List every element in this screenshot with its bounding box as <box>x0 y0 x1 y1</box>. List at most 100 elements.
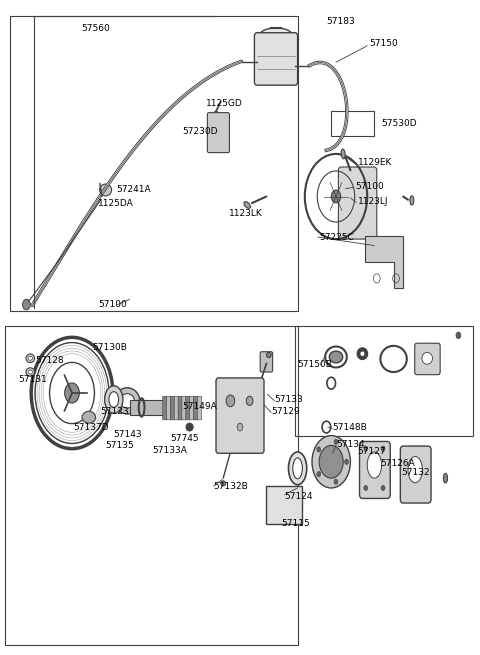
Text: 57150B: 57150B <box>298 360 333 369</box>
Ellipse shape <box>186 423 193 431</box>
Ellipse shape <box>26 368 35 376</box>
Circle shape <box>334 479 338 484</box>
Ellipse shape <box>100 184 112 196</box>
Text: 1125DA: 1125DA <box>98 198 134 208</box>
Circle shape <box>331 190 341 203</box>
Ellipse shape <box>422 352 432 364</box>
Circle shape <box>364 446 368 451</box>
Ellipse shape <box>293 458 302 479</box>
Text: 57132B: 57132B <box>214 481 248 491</box>
FancyBboxPatch shape <box>193 396 198 420</box>
Ellipse shape <box>367 452 382 478</box>
Ellipse shape <box>109 392 119 407</box>
Text: 1125GD: 1125GD <box>206 99 243 108</box>
Ellipse shape <box>357 348 368 360</box>
Text: 57183: 57183 <box>326 17 355 26</box>
Text: 57115: 57115 <box>281 519 310 529</box>
Text: 1129EK: 1129EK <box>358 158 392 167</box>
Text: 1123LJ: 1123LJ <box>358 196 388 206</box>
Circle shape <box>381 485 385 491</box>
FancyBboxPatch shape <box>130 400 166 415</box>
Ellipse shape <box>221 481 226 486</box>
FancyBboxPatch shape <box>207 113 229 153</box>
Ellipse shape <box>408 457 422 483</box>
Text: 57745: 57745 <box>170 434 199 443</box>
Ellipse shape <box>244 202 251 208</box>
FancyBboxPatch shape <box>190 396 194 420</box>
Ellipse shape <box>105 386 123 413</box>
FancyBboxPatch shape <box>400 446 431 503</box>
FancyBboxPatch shape <box>186 396 190 420</box>
Ellipse shape <box>28 370 32 374</box>
Ellipse shape <box>341 149 345 159</box>
FancyBboxPatch shape <box>167 396 171 420</box>
Circle shape <box>317 472 321 477</box>
Text: 57133: 57133 <box>275 395 303 404</box>
Polygon shape <box>365 236 403 288</box>
FancyBboxPatch shape <box>338 167 377 239</box>
Ellipse shape <box>28 356 32 360</box>
FancyBboxPatch shape <box>266 486 302 524</box>
Text: 57241A: 57241A <box>116 185 151 195</box>
FancyBboxPatch shape <box>178 396 182 420</box>
FancyBboxPatch shape <box>163 396 167 420</box>
FancyBboxPatch shape <box>254 33 298 85</box>
Circle shape <box>65 383 79 403</box>
Text: 57134: 57134 <box>336 440 365 449</box>
Circle shape <box>364 485 368 491</box>
Text: 57143: 57143 <box>114 430 143 439</box>
Circle shape <box>312 436 350 488</box>
FancyBboxPatch shape <box>260 352 273 372</box>
Circle shape <box>345 459 348 464</box>
Text: 57148B: 57148B <box>332 422 367 432</box>
Text: 57530D: 57530D <box>382 119 417 128</box>
FancyBboxPatch shape <box>174 396 179 420</box>
FancyBboxPatch shape <box>197 396 202 420</box>
Circle shape <box>23 299 30 310</box>
Ellipse shape <box>360 351 365 356</box>
FancyBboxPatch shape <box>360 441 390 498</box>
Ellipse shape <box>237 423 243 431</box>
Text: 57124: 57124 <box>285 492 313 501</box>
Text: 57149A: 57149A <box>182 402 217 411</box>
Ellipse shape <box>246 396 253 405</box>
FancyBboxPatch shape <box>415 343 440 375</box>
FancyBboxPatch shape <box>216 378 264 453</box>
Circle shape <box>381 446 385 451</box>
Ellipse shape <box>329 351 343 363</box>
Text: 57127: 57127 <box>358 447 386 457</box>
Ellipse shape <box>115 388 140 414</box>
Ellipse shape <box>259 28 293 45</box>
Text: 57100: 57100 <box>98 300 127 309</box>
Text: 57129: 57129 <box>271 407 300 416</box>
FancyBboxPatch shape <box>170 396 175 420</box>
Circle shape <box>319 445 343 478</box>
Ellipse shape <box>226 395 235 407</box>
Ellipse shape <box>82 411 96 423</box>
Text: 57126A: 57126A <box>380 458 415 468</box>
Text: 57150: 57150 <box>370 39 398 48</box>
Ellipse shape <box>266 352 271 358</box>
Ellipse shape <box>120 394 134 408</box>
Text: 57137D: 57137D <box>73 423 109 432</box>
Ellipse shape <box>443 473 447 483</box>
Text: 57128: 57128 <box>35 356 64 365</box>
Text: 57131: 57131 <box>18 375 47 384</box>
Text: 1123LK: 1123LK <box>228 209 262 218</box>
Ellipse shape <box>26 354 35 362</box>
Text: 57133A: 57133A <box>153 446 188 455</box>
Text: 57230D: 57230D <box>182 126 218 136</box>
Ellipse shape <box>288 452 307 485</box>
Text: 57132: 57132 <box>401 468 430 477</box>
Ellipse shape <box>410 196 414 205</box>
Text: 57560: 57560 <box>82 24 110 33</box>
Text: 57100: 57100 <box>355 181 384 191</box>
Ellipse shape <box>214 111 218 115</box>
Circle shape <box>456 332 461 339</box>
Circle shape <box>334 440 338 445</box>
Circle shape <box>317 447 321 452</box>
Text: 57130B: 57130B <box>93 343 128 352</box>
Text: 57225C: 57225C <box>319 233 354 242</box>
Text: 57135: 57135 <box>106 441 134 450</box>
FancyBboxPatch shape <box>182 396 186 420</box>
